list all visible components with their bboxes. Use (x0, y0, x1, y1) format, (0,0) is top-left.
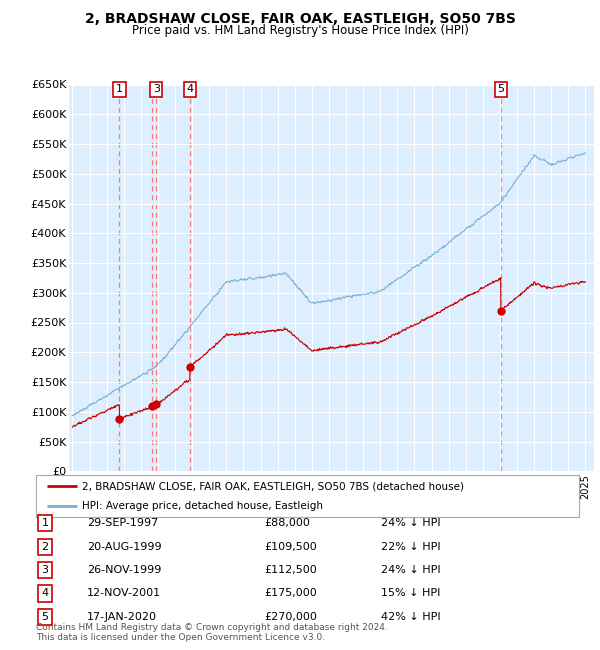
Text: £88,000: £88,000 (264, 518, 310, 528)
Text: HPI: Average price, detached house, Eastleigh: HPI: Average price, detached house, East… (82, 501, 323, 511)
Text: 12-NOV-2001: 12-NOV-2001 (87, 588, 161, 599)
Text: 4: 4 (187, 84, 193, 94)
Text: £270,000: £270,000 (264, 612, 317, 622)
Text: 2, BRADSHAW CLOSE, FAIR OAK, EASTLEIGH, SO50 7BS: 2, BRADSHAW CLOSE, FAIR OAK, EASTLEIGH, … (85, 12, 515, 26)
Text: 24% ↓ HPI: 24% ↓ HPI (381, 565, 440, 575)
Text: 5: 5 (497, 84, 504, 94)
Text: 15% ↓ HPI: 15% ↓ HPI (381, 588, 440, 599)
Text: 17-JAN-2020: 17-JAN-2020 (87, 612, 157, 622)
Text: Contains HM Land Registry data © Crown copyright and database right 2024.
This d: Contains HM Land Registry data © Crown c… (36, 623, 388, 642)
Text: 20-AUG-1999: 20-AUG-1999 (87, 541, 161, 552)
Text: 3: 3 (41, 565, 49, 575)
Text: 3: 3 (153, 84, 160, 94)
Text: 2: 2 (41, 541, 49, 552)
Text: 22% ↓ HPI: 22% ↓ HPI (381, 541, 440, 552)
Text: Price paid vs. HM Land Registry's House Price Index (HPI): Price paid vs. HM Land Registry's House … (131, 24, 469, 37)
Text: 1: 1 (116, 84, 123, 94)
Text: 24% ↓ HPI: 24% ↓ HPI (381, 518, 440, 528)
Text: 5: 5 (41, 612, 49, 622)
Text: 29-SEP-1997: 29-SEP-1997 (87, 518, 158, 528)
Text: 42% ↓ HPI: 42% ↓ HPI (381, 612, 440, 622)
Text: 4: 4 (41, 588, 49, 599)
Text: 1: 1 (41, 518, 49, 528)
Text: £109,500: £109,500 (264, 541, 317, 552)
Text: 2, BRADSHAW CLOSE, FAIR OAK, EASTLEIGH, SO50 7BS (detached house): 2, BRADSHAW CLOSE, FAIR OAK, EASTLEIGH, … (82, 482, 464, 491)
Text: £112,500: £112,500 (264, 565, 317, 575)
Text: 26-NOV-1999: 26-NOV-1999 (87, 565, 161, 575)
Text: £175,000: £175,000 (264, 588, 317, 599)
